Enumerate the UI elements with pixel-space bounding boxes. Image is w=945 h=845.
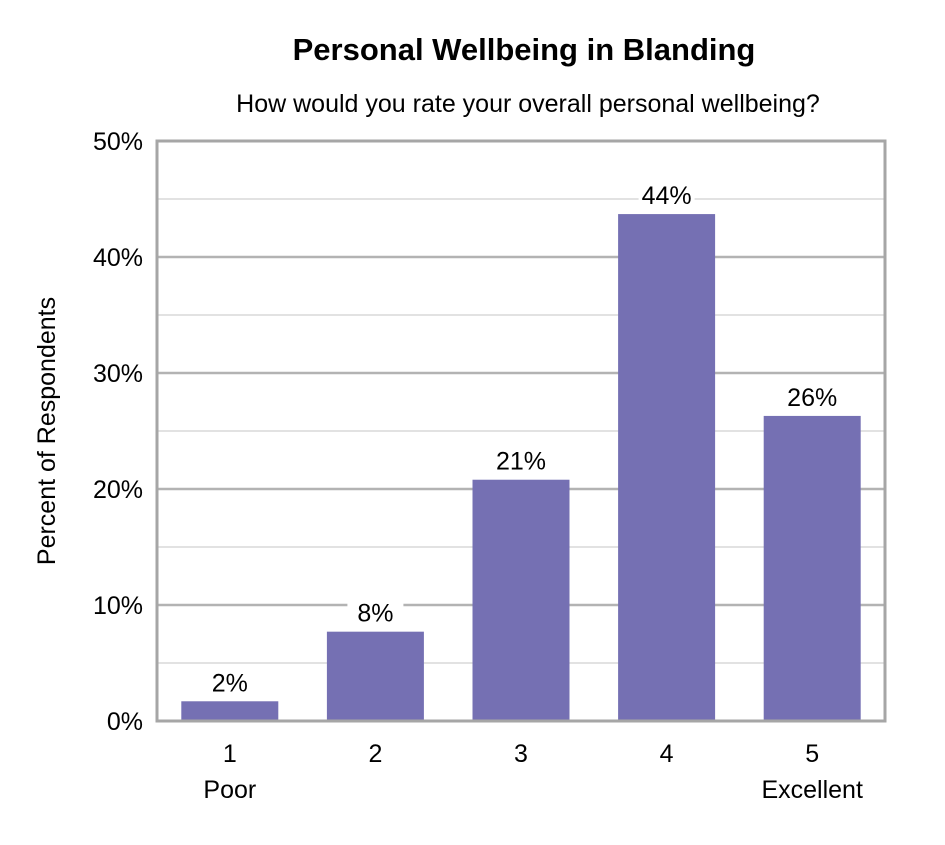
data-label: 2% xyxy=(212,669,248,697)
bar xyxy=(472,479,570,721)
x-tick-sublabel: Poor xyxy=(203,776,256,804)
x-tick-labels: 1 Poor 2 3 4 5 Excellent xyxy=(203,740,863,804)
chart-subtitle: How would you rate your overall personal… xyxy=(236,90,820,118)
data-label: 26% xyxy=(787,384,837,412)
bar xyxy=(618,214,716,721)
y-tick-label: 10% xyxy=(93,592,143,620)
data-label-background xyxy=(784,381,841,410)
data-label-background xyxy=(638,180,695,209)
bar xyxy=(326,631,424,721)
y-tick-label: 0% xyxy=(107,708,143,736)
data-label: 21% xyxy=(496,448,546,476)
gridlines xyxy=(157,198,885,664)
x-tick-label: 2 xyxy=(368,740,382,768)
bar xyxy=(181,701,279,721)
x-tick-label: 5 xyxy=(805,740,819,768)
data-label-background xyxy=(201,667,258,696)
data-labels: 2% 8% 21% 44% 26% xyxy=(201,180,841,697)
y-tick-label: 30% xyxy=(93,360,143,388)
y-tick-labels: 0% 10% 20% 30% 40% 50% xyxy=(93,128,143,736)
y-tick-label: 20% xyxy=(93,476,143,504)
bar xyxy=(763,415,861,721)
y-tick-label: 50% xyxy=(93,128,143,156)
data-label: 44% xyxy=(642,182,692,210)
chart-title: Personal Wellbeing in Blanding xyxy=(293,32,756,67)
plot-frame xyxy=(155,139,887,723)
x-tick-label: 4 xyxy=(660,740,674,768)
y-tick-label: 40% xyxy=(93,244,143,272)
y-axis-label: Percent of Respondents xyxy=(33,297,61,565)
data-label-background xyxy=(347,597,404,626)
bars xyxy=(181,214,861,721)
data-label: 8% xyxy=(357,600,393,628)
data-label-background xyxy=(493,445,549,474)
x-tick-label: 3 xyxy=(514,740,528,768)
x-tick-label: 1 xyxy=(223,740,237,768)
x-tick-sublabel: Excellent xyxy=(761,776,862,804)
